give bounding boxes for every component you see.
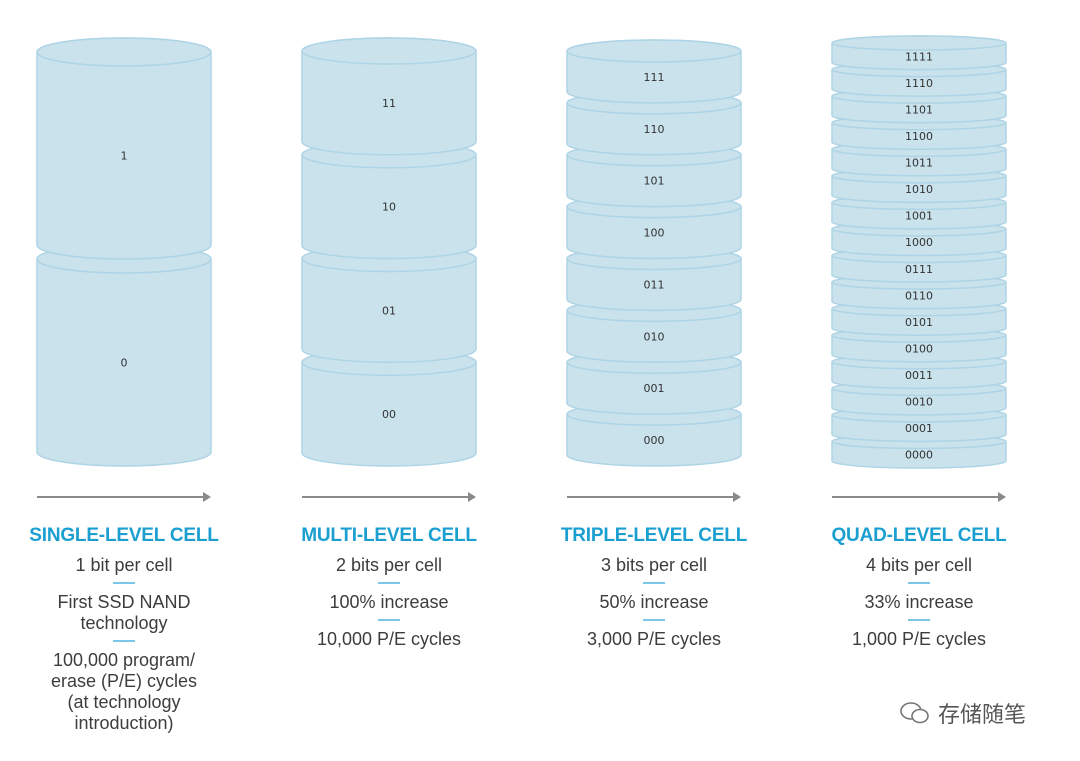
state-label: 000 bbox=[644, 434, 665, 447]
cell-type-description: MULTI-LEVEL CELL 2 bits per cell 100% incr… bbox=[269, 525, 509, 650]
cell-state-segment: 1111 bbox=[831, 35, 1007, 71]
cell-state-segment: 01 bbox=[301, 244, 477, 363]
cell-state-segment: 1 bbox=[36, 37, 212, 260]
state-label: 0101 bbox=[905, 316, 933, 329]
state-label: 011 bbox=[644, 278, 665, 291]
state-label: 1101 bbox=[905, 103, 933, 116]
state-label: 11 bbox=[382, 97, 396, 110]
detail-text: 50% increase bbox=[599, 592, 709, 612]
arrow-icon bbox=[37, 492, 211, 502]
separator bbox=[908, 619, 930, 621]
cylinder-4: 0000 0001 0010 0011 0100 0101 0110 0111 1000 1001… bbox=[831, 35, 1007, 469]
cell-type-title: TRIPLE-LEVEL CELL bbox=[560, 525, 748, 546]
wechat-icon bbox=[900, 702, 929, 724]
cell-state-segment: 0 bbox=[36, 244, 212, 467]
cell-type-title: MULTI-LEVEL CELL bbox=[301, 525, 477, 546]
cell-type-description: SINGLE-LEVEL CELL 1 bit per cell First SSD… bbox=[4, 525, 244, 734]
separator bbox=[378, 582, 400, 584]
detail-text: First SSD NAND bbox=[57, 592, 191, 612]
detail-text: 1,000 P/E cycles bbox=[851, 629, 987, 649]
watermark-text: 存储随笔 bbox=[938, 702, 1027, 727]
state-label: 0000 bbox=[905, 449, 933, 462]
state-label: 1010 bbox=[905, 183, 933, 196]
state-label: 0100 bbox=[905, 342, 933, 355]
detail-text: (at technology bbox=[67, 692, 181, 712]
separator bbox=[378, 619, 400, 621]
detail-text: 100,000 program/ bbox=[52, 650, 196, 670]
state-label: 0110 bbox=[905, 289, 933, 302]
arrow-icon bbox=[567, 492, 741, 502]
state-label: 01 bbox=[382, 304, 396, 317]
cell-type-description: QUAD-LEVEL CELL 4 bits per cell 33% increa… bbox=[799, 525, 1039, 650]
cell-state-segment: 111 bbox=[566, 39, 742, 104]
detail-text: 10,000 P/E cycles bbox=[316, 629, 462, 649]
separator bbox=[908, 582, 930, 584]
separator bbox=[643, 619, 665, 621]
cell-state-segment: 10 bbox=[301, 141, 477, 260]
state-label: 1000 bbox=[905, 236, 933, 249]
cylinder-3: 000 001 010 011 100 101 110 111 bbox=[566, 39, 742, 467]
state-label: 1 bbox=[121, 150, 128, 163]
cell-type-description: TRIPLE-LEVEL CELL 3 bits per cell 50% incr… bbox=[534, 525, 774, 650]
separator bbox=[113, 582, 135, 584]
state-label: 1100 bbox=[905, 130, 933, 143]
detail-text: introduction) bbox=[74, 713, 174, 733]
state-label: 110 bbox=[644, 123, 665, 136]
state-label: 100 bbox=[644, 227, 665, 240]
detail-text: 2 bits per cell bbox=[335, 555, 443, 575]
cell-type-title: SINGLE-LEVEL CELL bbox=[29, 525, 219, 546]
detail-text: 3 bits per cell bbox=[600, 555, 708, 575]
cell-state-segment: 11 bbox=[301, 37, 477, 156]
state-label: 00 bbox=[382, 408, 396, 421]
cell-state-segment: 00 bbox=[301, 348, 477, 467]
cylinder-1: 01 bbox=[36, 37, 212, 467]
separator bbox=[643, 582, 665, 584]
arrow-icon bbox=[832, 492, 1006, 502]
detail-text: 3,000 P/E cycles bbox=[586, 629, 722, 649]
state-label: 1011 bbox=[905, 157, 933, 170]
state-label: 0111 bbox=[905, 263, 933, 276]
state-label: 1111 bbox=[905, 50, 933, 63]
arrow-icon bbox=[302, 492, 476, 502]
state-label: 010 bbox=[644, 330, 665, 343]
cell-type-title: QUAD-LEVEL CELL bbox=[831, 525, 1007, 546]
state-label: 0011 bbox=[905, 369, 933, 382]
detail-text: 100% increase bbox=[329, 592, 449, 612]
detail-text: erase (P/E) cycles bbox=[50, 671, 198, 691]
state-label: 0001 bbox=[905, 422, 933, 435]
state-label: 10 bbox=[382, 201, 396, 214]
detail-text: 33% increase bbox=[864, 592, 974, 612]
state-label: 0010 bbox=[905, 396, 933, 409]
state-label: 1110 bbox=[905, 77, 933, 90]
state-label: 0 bbox=[121, 357, 128, 370]
detail-text: 4 bits per cell bbox=[865, 555, 973, 575]
state-label: 111 bbox=[644, 71, 665, 84]
watermark: 存储随笔 bbox=[900, 697, 1026, 729]
state-label: 101 bbox=[644, 175, 665, 188]
cylinder-2: 00 01 10 11 bbox=[301, 37, 477, 467]
separator bbox=[113, 640, 135, 642]
detail-text: 1 bit per cell bbox=[75, 555, 173, 575]
state-label: 001 bbox=[644, 382, 665, 395]
state-label: 1001 bbox=[905, 210, 933, 223]
detail-text: technology bbox=[80, 613, 168, 633]
